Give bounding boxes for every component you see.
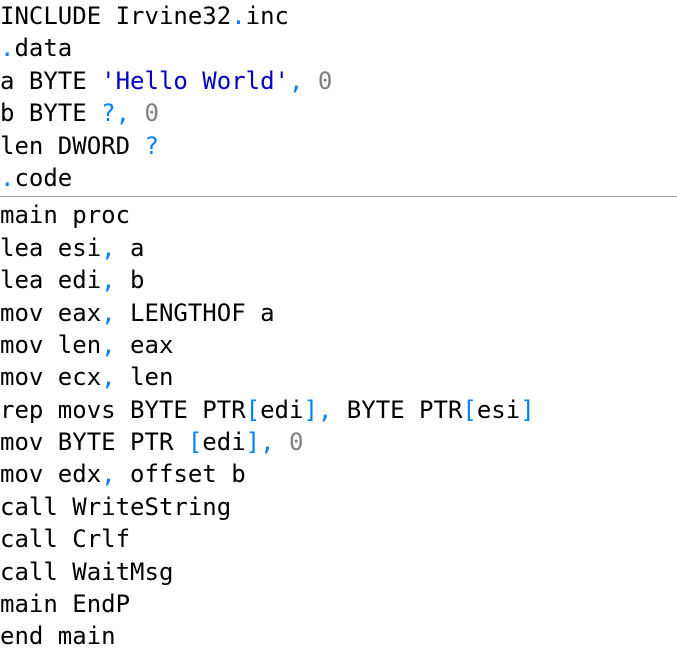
code-token: 0 bbox=[318, 67, 332, 95]
code-token bbox=[275, 428, 289, 456]
code-line: main EndP bbox=[0, 588, 677, 620]
code-token: edi bbox=[260, 396, 303, 424]
code-token: ] bbox=[303, 396, 317, 424]
code-line: mov ecx, len bbox=[0, 361, 677, 393]
code-line: mov edx, offset b bbox=[0, 458, 677, 490]
code-token: a BYTE bbox=[0, 67, 101, 95]
code-token: [ bbox=[246, 396, 260, 424]
separator-rule bbox=[0, 196, 677, 197]
code-line: mov len, eax bbox=[0, 329, 677, 361]
code-token bbox=[130, 99, 144, 127]
code-token: 0 bbox=[289, 428, 303, 456]
assembly-code-block: INCLUDE Irvine32.inc.dataa BYTE 'Hello W… bbox=[0, 0, 677, 653]
code-token: . bbox=[0, 34, 14, 62]
code-line: .code bbox=[0, 162, 677, 194]
code-token: mov edx bbox=[0, 460, 101, 488]
code-token: , bbox=[116, 99, 130, 127]
code-line: mov eax, LENGTHOF a bbox=[0, 297, 677, 329]
code-token: eax bbox=[116, 331, 174, 359]
code-token: call WriteString bbox=[0, 493, 231, 521]
code-line: .data bbox=[0, 32, 677, 64]
code-token: [ bbox=[462, 396, 476, 424]
code-token: code bbox=[14, 164, 72, 192]
code-line: INCLUDE Irvine32.inc bbox=[0, 0, 677, 32]
code-token: ] bbox=[246, 428, 260, 456]
code-line: len DWORD ? bbox=[0, 130, 677, 162]
code-token: BYTE PTR bbox=[332, 396, 462, 424]
code-token: mov eax bbox=[0, 299, 101, 327]
code-token: . bbox=[0, 164, 14, 192]
code-token bbox=[303, 67, 317, 95]
code-token: mov ecx bbox=[0, 363, 101, 391]
code-token: , bbox=[260, 428, 274, 456]
code-line: end main bbox=[0, 620, 677, 652]
code-token: [ bbox=[188, 428, 202, 456]
code-token: . bbox=[231, 2, 245, 30]
code-token: , bbox=[289, 67, 303, 95]
code-token: a bbox=[116, 234, 145, 262]
code-line: rep movs BYTE PTR[edi], BYTE PTR[esi] bbox=[0, 394, 677, 426]
code-token: len bbox=[116, 363, 174, 391]
code-token: 0 bbox=[145, 99, 159, 127]
code-token: , bbox=[318, 396, 332, 424]
code-token: lea esi bbox=[0, 234, 101, 262]
code-line: main proc bbox=[0, 199, 677, 231]
code-token: rep movs BYTE PTR bbox=[0, 396, 246, 424]
code-token: esi bbox=[477, 396, 520, 424]
code-token: LENGTHOF a bbox=[116, 299, 275, 327]
code-token: mov BYTE PTR bbox=[0, 428, 188, 456]
code-line: call WriteString bbox=[0, 491, 677, 523]
code-token: ] bbox=[520, 396, 534, 424]
code-token: main EndP bbox=[0, 590, 130, 618]
code-token: len DWORD bbox=[0, 132, 145, 160]
code-token: edi bbox=[202, 428, 245, 456]
code-token: data bbox=[14, 34, 72, 62]
code-line: lea edi, b bbox=[0, 264, 677, 296]
code-token: end main bbox=[0, 622, 116, 650]
code-token: main proc bbox=[0, 201, 130, 229]
code-token: mov len bbox=[0, 331, 101, 359]
code-token: call Crlf bbox=[0, 525, 130, 553]
code-token: ? bbox=[101, 99, 115, 127]
code-line: lea esi, a bbox=[0, 232, 677, 264]
code-token: call WaitMsg bbox=[0, 558, 173, 586]
code-line: a BYTE 'Hello World', 0 bbox=[0, 65, 677, 97]
code-token: , bbox=[101, 234, 115, 262]
code-line: call WaitMsg bbox=[0, 556, 677, 588]
code-token: inc bbox=[246, 2, 289, 30]
code-line: b BYTE ?, 0 bbox=[0, 97, 677, 129]
code-token: b bbox=[116, 266, 145, 294]
code-token: ? bbox=[145, 132, 159, 160]
code-token: INCLUDE Irvine32 bbox=[0, 2, 231, 30]
code-line: call Crlf bbox=[0, 523, 677, 555]
code-token: , bbox=[101, 363, 115, 391]
code-token: offset b bbox=[116, 460, 246, 488]
code-token: b BYTE bbox=[0, 99, 101, 127]
code-token: lea edi bbox=[0, 266, 101, 294]
code-token: , bbox=[101, 460, 115, 488]
code-token: , bbox=[101, 331, 115, 359]
code-token: , bbox=[101, 266, 115, 294]
code-token: , bbox=[101, 299, 115, 327]
code-line: mov BYTE PTR [edi], 0 bbox=[0, 426, 677, 458]
code-token: 'Hello World' bbox=[101, 67, 289, 95]
